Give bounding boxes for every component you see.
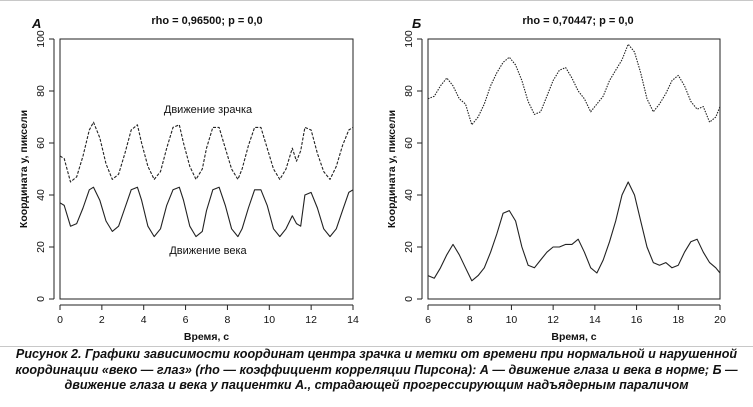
panel-letter: А bbox=[31, 16, 41, 31]
y-tick-label: 0 bbox=[35, 296, 47, 302]
x-tick-label: 12 bbox=[305, 314, 317, 326]
series-line-pupil bbox=[427, 43, 721, 126]
y-tick-label: 0 bbox=[403, 296, 415, 302]
panel-letter: Б bbox=[412, 16, 421, 31]
chart-title: rho = 0,70447; p = 0,0 bbox=[522, 15, 633, 27]
y-axis-label: Координата у, пиксели bbox=[386, 110, 398, 228]
y-tick-label: 20 bbox=[35, 241, 47, 253]
chart-title: rho = 0,96500; p = 0,0 bbox=[151, 15, 262, 27]
y-tick-label: 80 bbox=[403, 85, 415, 97]
annotation-eyelid: Движение века bbox=[169, 245, 247, 257]
x-tick-label: 16 bbox=[631, 314, 643, 326]
x-tick-label: 14 bbox=[589, 314, 601, 326]
x-tick-label: 20 bbox=[714, 314, 726, 326]
x-tick-label: 6 bbox=[425, 314, 431, 326]
x-tick-label: 0 bbox=[57, 314, 63, 326]
annotation-pupil: Движение зрачка bbox=[164, 104, 253, 116]
y-tick-label: 60 bbox=[403, 137, 415, 149]
x-tick-label: 2 bbox=[99, 314, 105, 326]
x-tick-label: 4 bbox=[141, 314, 147, 326]
y-tick-label: 40 bbox=[35, 189, 47, 201]
y-tick-label: 100 bbox=[35, 30, 47, 48]
y-tick-label: 100 bbox=[403, 30, 415, 48]
figure-caption: Рисунок 2. Графики зависимости координат… bbox=[15, 347, 738, 392]
series-line-pupil bbox=[59, 121, 354, 183]
x-axis-label: Время, с bbox=[184, 331, 229, 343]
y-axis-label: Координата у, пиксели bbox=[18, 110, 30, 228]
x-tick-label: 14 bbox=[347, 314, 359, 326]
x-axis-label: Время, с bbox=[551, 331, 596, 343]
y-tick-label: 40 bbox=[403, 189, 415, 201]
x-tick-label: 8 bbox=[225, 314, 231, 326]
x-tick-label: 10 bbox=[506, 314, 518, 326]
x-tick-label: 6 bbox=[183, 314, 189, 326]
x-tick-label: 8 bbox=[467, 314, 473, 326]
plot-frame bbox=[427, 38, 721, 300]
x-tick-label: 18 bbox=[672, 314, 684, 326]
series-line-eyelid bbox=[427, 181, 721, 282]
x-tick-label: 12 bbox=[547, 314, 559, 326]
y-tick-label: 80 bbox=[35, 85, 47, 97]
y-tick-label: 20 bbox=[403, 241, 415, 253]
x-tick-label: 10 bbox=[263, 314, 275, 326]
plot-frame bbox=[59, 38, 354, 300]
series-line-eyelid bbox=[59, 186, 354, 238]
y-tick-label: 60 bbox=[35, 137, 47, 149]
